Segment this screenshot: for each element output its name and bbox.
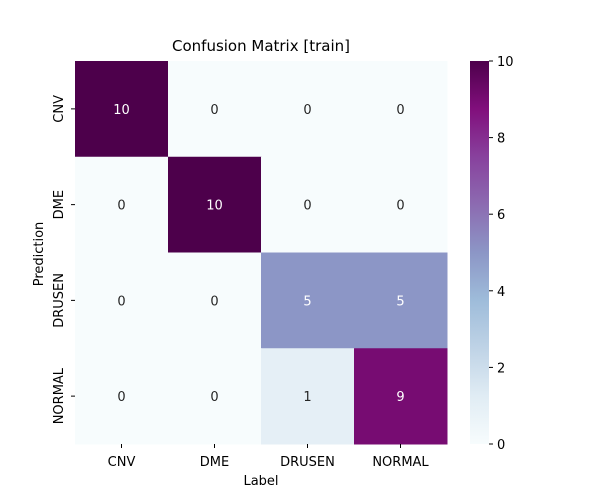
cell-value-label: 10 bbox=[113, 103, 130, 118]
cell-value-label: 0 bbox=[303, 103, 311, 118]
cell-value-label: 0 bbox=[117, 390, 125, 405]
heatmap-cell bbox=[168, 61, 262, 158]
y-tick-label: CNV bbox=[52, 95, 67, 123]
colorbar-tick-label: 6 bbox=[497, 208, 505, 223]
heatmap-cell bbox=[354, 156, 448, 253]
heatmap-cell bbox=[168, 156, 262, 253]
cell-value-label: 0 bbox=[303, 199, 311, 214]
heatmap-cell bbox=[354, 348, 448, 445]
heatmap-cell bbox=[75, 156, 169, 253]
colorbar-tick-label: 8 bbox=[497, 132, 505, 147]
heatmap-cell bbox=[261, 61, 355, 158]
cell-value-label: 10 bbox=[206, 199, 223, 214]
colorbar: 0 2 4 6 8 10 bbox=[470, 55, 514, 453]
cell-value-label: 0 bbox=[117, 294, 125, 309]
heatmap-cell bbox=[354, 252, 448, 349]
colorbar-ticks: 0 2 4 6 8 10 bbox=[489, 55, 514, 453]
cell-value-label: 5 bbox=[396, 294, 404, 309]
heatmap-cell bbox=[168, 348, 262, 445]
y-axis-ticks: CNV DME DRUSEN NORMAL bbox=[52, 95, 75, 424]
x-tick-label: CNV bbox=[108, 455, 136, 470]
colorbar-tick-label: 4 bbox=[497, 285, 505, 300]
x-axis-ticks: CNV DME DRUSEN NORMAL bbox=[108, 444, 429, 470]
heatmap-cell bbox=[75, 61, 169, 158]
colorbar-tick-label: 10 bbox=[497, 55, 514, 70]
x-tick-label: NORMAL bbox=[372, 455, 429, 470]
cell-value-label: 0 bbox=[396, 199, 404, 214]
cell-value-label: 0 bbox=[210, 294, 218, 309]
colorbar-gradient bbox=[470, 61, 489, 444]
y-tick-label: NORMAL bbox=[52, 367, 67, 424]
heatmap-cells bbox=[75, 61, 448, 445]
chart-title: Confusion Matrix [train] bbox=[172, 37, 350, 55]
cell-value-label: 1 bbox=[303, 390, 311, 405]
colorbar-tick-label: 2 bbox=[497, 361, 505, 376]
x-axis-label: Label bbox=[243, 474, 278, 489]
heatmap-cell bbox=[354, 61, 448, 158]
y-tick-label: DRUSEN bbox=[52, 273, 67, 328]
cell-value-label: 0 bbox=[117, 199, 125, 214]
x-tick-label: DME bbox=[200, 455, 229, 470]
heatmap-cell bbox=[261, 348, 355, 445]
cell-value-label: 0 bbox=[210, 390, 218, 405]
cell-value-label: 0 bbox=[396, 103, 404, 118]
heatmap-cell bbox=[261, 156, 355, 253]
x-tick-label: DRUSEN bbox=[280, 455, 335, 470]
y-tick-label: DME bbox=[52, 190, 67, 219]
y-axis-label: Prediction bbox=[32, 222, 47, 287]
cell-value-label: 0 bbox=[210, 103, 218, 118]
heatmap-cell bbox=[168, 252, 262, 349]
heatmap-cell-labels: 10 0 0 0 0 10 0 0 0 0 5 5 0 0 1 9 bbox=[113, 103, 404, 405]
heatmap-cell bbox=[75, 348, 169, 445]
cell-value-label: 5 bbox=[303, 294, 311, 309]
colorbar-tick-label: 0 bbox=[497, 438, 505, 453]
heatmap-cell bbox=[261, 252, 355, 349]
cell-value-label: 9 bbox=[396, 390, 404, 405]
heatmap-cell bbox=[75, 252, 169, 349]
